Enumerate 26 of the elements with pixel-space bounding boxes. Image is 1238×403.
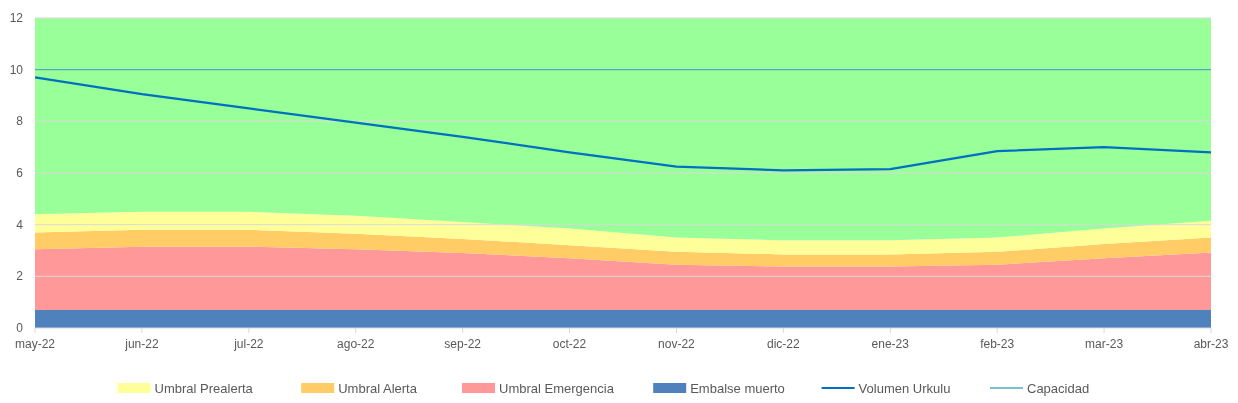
y-tick-label: 0 [16,321,24,335]
x-tick-label: may-22 [14,337,56,351]
x-tick-label: ago-22 [337,337,375,351]
x-tick-label: ene-23 [871,337,910,351]
legend-label: Umbral Emergencia [499,381,615,396]
line-series [33,76,1213,172]
x-tick-label: jul-22 [233,337,264,351]
y-tick-label: 10 [9,62,24,77]
y-tick-label: 4 [16,217,24,232]
x-tick-label: sep-22 [444,337,482,351]
legend-label: Umbral Prealerta [154,381,254,396]
x-tick-label: nov-22 [658,337,696,351]
legend-label: Umbral Alerta [338,381,418,396]
x-tick-label: abr-23 [1193,337,1229,351]
legend-label: Capacidad [1027,381,1090,396]
y-tick-label: 8 [16,114,24,129]
y-tick-label: 2 [16,269,24,284]
x-tick-label: oct-22 [552,337,587,351]
x-tick-label: mar-23 [1085,337,1124,351]
x-tick-label: dic-22 [767,337,801,351]
legend-label: Embalse muerto [690,381,785,396]
legend-label: Volumen Urkulu [858,381,951,396]
y-tick-label: 6 [16,166,24,180]
y-tick-label: 12 [9,11,24,25]
x-tick-label: jun-22 [124,337,159,351]
x-tick-label: feb-23 [980,337,1015,351]
